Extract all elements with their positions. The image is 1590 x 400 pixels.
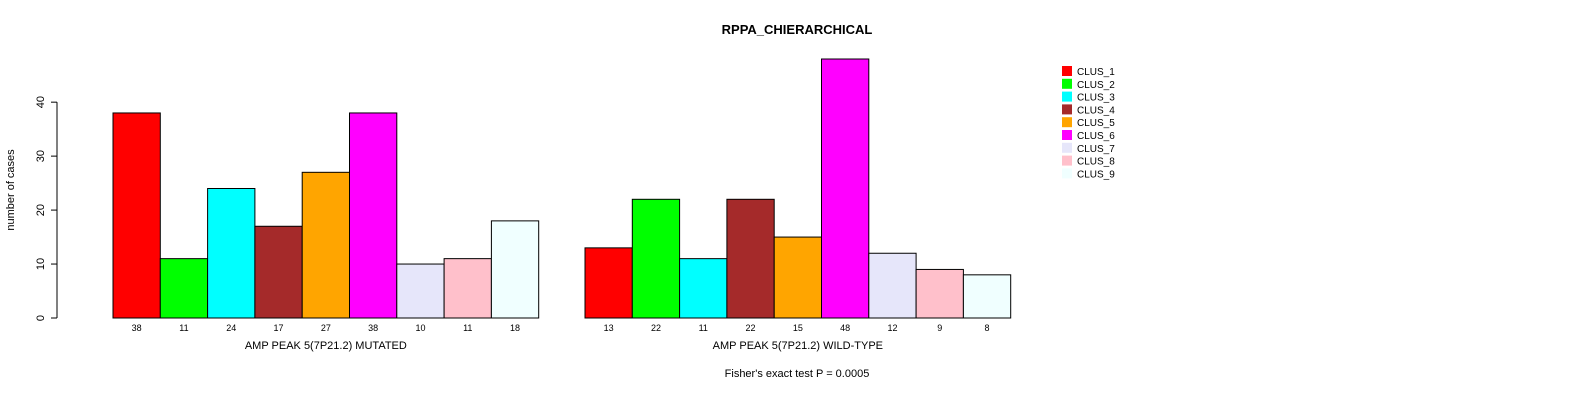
- legend-swatch: [1062, 168, 1072, 179]
- bar-count-label: 24: [226, 323, 236, 333]
- legend-label: CLUS_9: [1077, 169, 1115, 180]
- y-tick-label: 10: [35, 258, 47, 270]
- legend-label: CLUS_8: [1077, 157, 1115, 168]
- bar-clus-8: [443, 258, 492, 319]
- bar-clus-1: [584, 247, 633, 319]
- bar-clus-5: [773, 236, 823, 319]
- bar-clus-2: [159, 258, 209, 319]
- fisher-test-caption: Fisher's exact test P = 0.0005: [725, 368, 870, 380]
- bar-clus-4: [726, 198, 775, 319]
- legend-label: CLUS_1: [1077, 67, 1115, 78]
- chart-title: RPPA_CHIERARCHICAL: [722, 22, 873, 37]
- bar-count-label: 10: [415, 323, 425, 333]
- bar-count-label: 9: [937, 323, 942, 333]
- bar-clus-5: [301, 171, 351, 319]
- y-tick-label: 30: [35, 150, 47, 162]
- bar-clus-9: [490, 220, 540, 319]
- legend-swatch: [1062, 155, 1072, 166]
- bar-count-label: 38: [132, 323, 142, 333]
- legend-swatch: [1062, 117, 1072, 128]
- y-tick-label: 0: [35, 315, 47, 321]
- bar-count-label: 8: [985, 323, 990, 333]
- legend-swatch: [1062, 66, 1072, 76]
- legend-swatch: [1062, 104, 1072, 115]
- group-label: AMP PEAK 5(7P21.2) WILD-TYPE: [713, 340, 883, 352]
- group-label: AMP PEAK 5(7P21.2) MUTATED: [245, 340, 407, 352]
- legend-label: CLUS_7: [1077, 144, 1115, 155]
- bar-count-label: 22: [651, 323, 661, 333]
- bar-count-label: 12: [887, 323, 897, 333]
- bars: 38 11 24 17 27 38 10 11 18 AMP PEAK 5(7P21.2) MUT…: [112, 58, 1012, 352]
- legend-swatch: [1062, 78, 1072, 89]
- legend-label: CLUS_6: [1077, 131, 1115, 142]
- bar-clus-3: [207, 188, 256, 319]
- bar-count-label: 38: [368, 323, 378, 333]
- bar-clus-8: [915, 268, 964, 319]
- bar-count-label: 13: [604, 323, 614, 333]
- legend-label: CLUS_5: [1077, 118, 1115, 129]
- legend-label: CLUS_3: [1077, 93, 1115, 104]
- legend-label: CLUS_2: [1077, 80, 1115, 91]
- legend-swatch: [1062, 91, 1072, 102]
- y-axis-label: number of cases: [5, 149, 17, 231]
- bar-clus-1: [112, 112, 161, 319]
- bar-count-label: 22: [746, 323, 756, 333]
- y-tick-label: 20: [35, 204, 47, 216]
- bar-count-label: 17: [274, 323, 284, 333]
- bar-count-label: 15: [793, 323, 803, 333]
- bar-clus-6: [349, 112, 398, 319]
- bar-count-label: 48: [840, 323, 850, 333]
- bar-clus-7: [868, 252, 917, 319]
- bar-clus-6: [821, 58, 870, 319]
- legend-swatch: [1062, 130, 1072, 140]
- legend-label: CLUS_4: [1077, 105, 1115, 116]
- bar-clus-2: [631, 198, 681, 319]
- bar-clus-3: [679, 258, 728, 319]
- legend-swatch: [1062, 142, 1072, 153]
- bar-clus-9: [962, 274, 1012, 319]
- bar-count-label: 11: [179, 323, 188, 333]
- y-tick-label: 40: [35, 96, 47, 108]
- bar-clus-7: [396, 263, 445, 319]
- bar-count-label: 11: [699, 323, 708, 333]
- y-axis: 0 10 20 30 40: [35, 96, 58, 321]
- bar-count-label: 18: [510, 323, 520, 333]
- bar-count-label: 27: [321, 323, 331, 333]
- bar-clus-4: [254, 225, 303, 319]
- bar-count-label: 11: [463, 323, 472, 333]
